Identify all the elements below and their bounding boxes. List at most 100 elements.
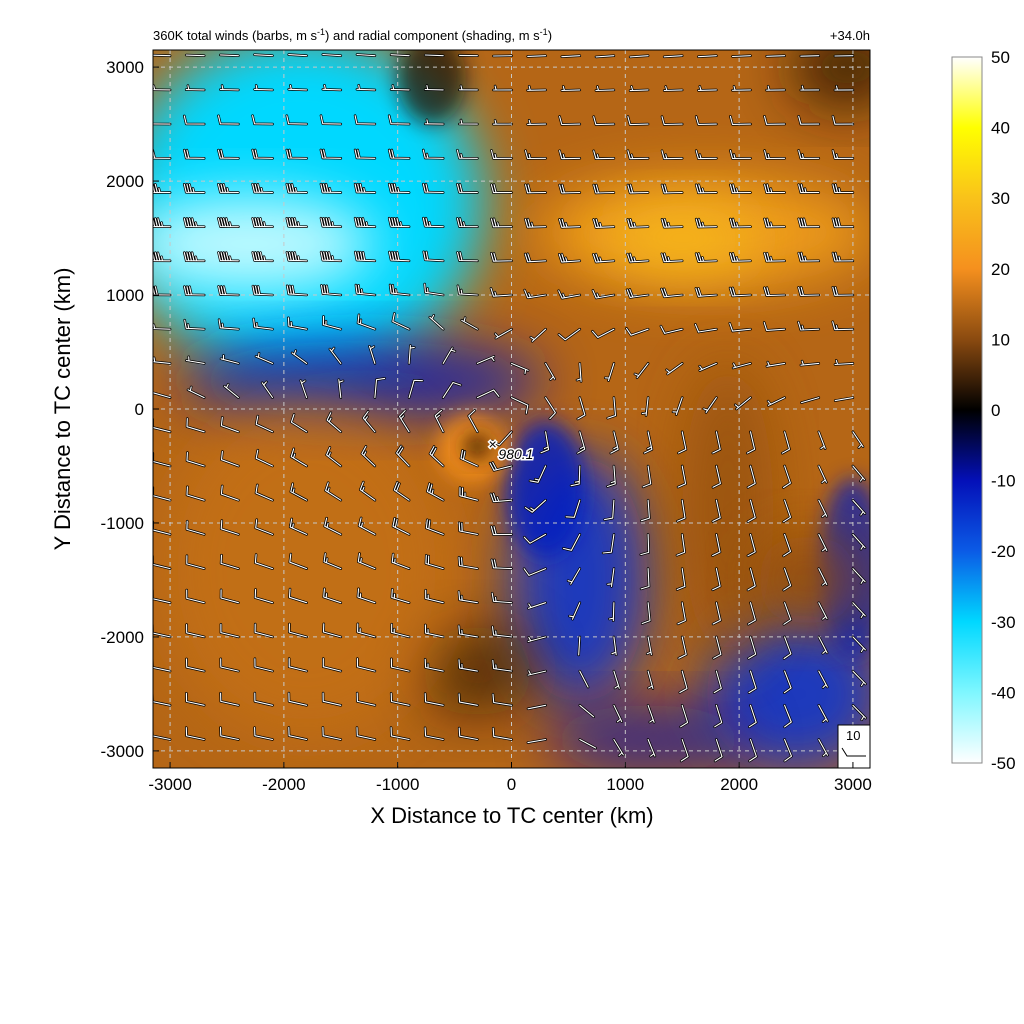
wind-barb [831, 183, 855, 194]
wind-barb [290, 349, 308, 365]
wind-barb [389, 692, 411, 707]
wind-barb [625, 327, 650, 337]
wind-barb [851, 669, 867, 687]
wind-barb [219, 726, 240, 741]
shading-inflow-bottom-strip [545, 705, 751, 768]
colorbar-tick-label: -30 [991, 613, 1016, 632]
wind-barb [153, 122, 172, 126]
wind-barb [353, 216, 377, 228]
wind-barb [322, 657, 343, 673]
wind-barb [324, 481, 343, 502]
barb-legend-speed: 10 [846, 728, 860, 743]
barb-legend-barb [841, 747, 866, 757]
wind-barb [763, 217, 786, 229]
wind-barb [490, 525, 513, 536]
wind-barb [458, 118, 479, 126]
wind-barb [746, 533, 757, 558]
wind-barb [185, 519, 206, 536]
wind-barb [217, 217, 240, 228]
wind-barb [729, 252, 752, 263]
wind-barb [407, 379, 424, 399]
wind-barb [441, 346, 457, 365]
wind-barb [660, 287, 684, 299]
wind-barb [817, 533, 829, 553]
wind-barb [217, 148, 240, 160]
wind-barb [391, 517, 411, 536]
wind-barb [488, 461, 513, 472]
wind-barb [797, 217, 821, 229]
wind-barb [560, 85, 582, 92]
wind-barb [678, 669, 689, 694]
time-label: +34.0h [830, 28, 870, 43]
wind-barb [728, 322, 752, 333]
wind-barb [677, 635, 688, 660]
wind-barb [456, 284, 479, 297]
wind-barb [558, 218, 582, 229]
wind-barb [185, 692, 206, 707]
wind-barb [851, 498, 867, 517]
wind-barb [153, 658, 172, 673]
wind-barb [423, 658, 445, 673]
wind-barb [322, 552, 343, 570]
wind-barb [524, 149, 547, 160]
wind-barb [782, 601, 793, 626]
wind-barb [646, 704, 656, 724]
wind-barb [289, 482, 308, 502]
wind-barb [577, 635, 582, 657]
wind-barb [817, 567, 829, 587]
wind-barb [510, 396, 530, 415]
wind-barb [153, 692, 172, 707]
wind-barb [254, 414, 274, 434]
wind-barb [285, 182, 308, 194]
wind-barb [694, 252, 718, 263]
wind-barb [424, 588, 445, 604]
x-tick-label: 2000 [720, 775, 758, 794]
wind-barb [456, 251, 479, 263]
shading-outflow-northeast-core [602, 203, 762, 273]
x-tick-label: -3000 [148, 775, 191, 794]
barb-legend: 10 [837, 724, 871, 769]
wind-barb [428, 314, 445, 331]
x-tick-label: 3000 [834, 775, 872, 794]
wind-barb [765, 360, 786, 368]
shading-dark-top-right [790, 50, 870, 107]
wind-barb [359, 480, 377, 502]
wind-barb [626, 149, 650, 160]
wind-barb [643, 430, 654, 455]
x-tick-label: 1000 [606, 775, 644, 794]
y-tick-label: -3000 [101, 742, 144, 761]
wind-barb [368, 345, 377, 365]
wind-barb [831, 320, 855, 331]
wind-barb [729, 183, 752, 194]
wind-barb [217, 318, 240, 331]
plot-area [153, 50, 870, 768]
wind-barb [763, 251, 786, 263]
wind-barb [388, 283, 411, 297]
colorbar-tick-label: 20 [991, 260, 1010, 279]
wind-barb [594, 54, 616, 59]
wind-barb [186, 385, 206, 399]
wind-barb [601, 533, 616, 555]
wind-barb [560, 54, 582, 58]
wind-barb [557, 289, 582, 300]
wind-barb [252, 317, 274, 331]
wind-barb [253, 657, 274, 673]
wind-barb [467, 409, 479, 434]
wind-barb [662, 85, 684, 92]
wind-barb [153, 726, 172, 741]
wind-barb [763, 149, 786, 160]
wind-barb [711, 601, 722, 626]
wind-barb [782, 464, 792, 489]
wind-barb [603, 362, 616, 382]
wind-barb [729, 217, 752, 229]
storm-center: × 980.1 [487, 435, 535, 464]
wind-barb [625, 288, 650, 299]
wind-barb [640, 498, 651, 522]
wind-barb [578, 738, 597, 750]
wind-barb [591, 327, 616, 339]
wind-barb [490, 558, 513, 570]
wind-barb [612, 704, 623, 724]
wind-barb [183, 217, 206, 228]
wind-barb [697, 85, 718, 92]
x-tick-label: -1000 [376, 775, 419, 794]
